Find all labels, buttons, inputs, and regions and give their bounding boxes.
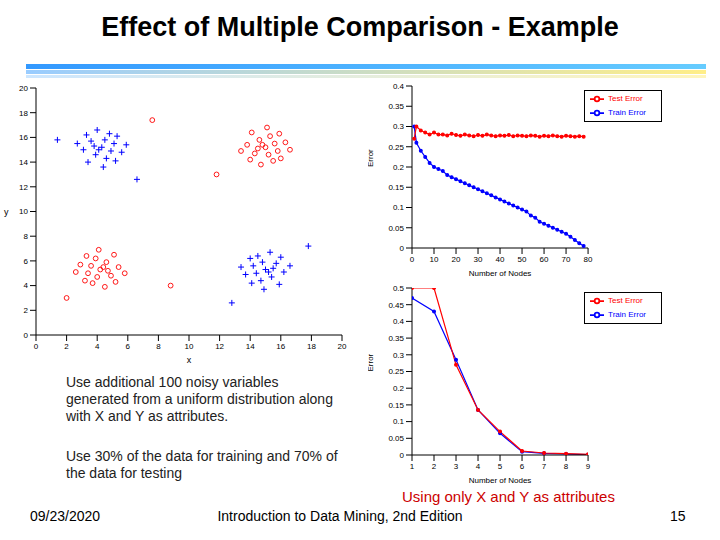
svg-text:12: 12	[215, 342, 224, 351]
svg-text:10: 10	[430, 255, 439, 264]
svg-text:2: 2	[64, 342, 69, 351]
svg-text:y: y	[8, 207, 9, 217]
svg-text:Number of Nodes: Number of Nodes	[469, 476, 532, 485]
svg-text:5: 5	[498, 462, 503, 471]
svg-text:4: 4	[476, 462, 481, 471]
svg-text:0: 0	[34, 342, 39, 351]
svg-text:20: 20	[452, 255, 461, 264]
html-text:Test Error: Test Error	[608, 296, 643, 306]
svg-text:0.35: 0.35	[388, 334, 404, 343]
svg-text:6: 6	[126, 342, 131, 351]
svg-text:14: 14	[246, 342, 255, 351]
svg-text:4: 4	[95, 342, 100, 351]
svg-text:8: 8	[24, 232, 29, 241]
svg-text:0.1: 0.1	[393, 417, 405, 426]
svg-text:4: 4	[24, 281, 29, 290]
svg-text:16: 16	[19, 133, 28, 142]
svg-text:0.2: 0.2	[393, 163, 405, 172]
html-text:Use 30% of the data for traini: Use 30% of the data for training and 70%…	[66, 448, 338, 481]
svg-text:Error: Error	[368, 149, 375, 167]
svg-text:6: 6	[24, 257, 29, 266]
svg-text:x: x	[187, 355, 192, 365]
svg-text:20: 20	[338, 342, 347, 351]
html-text:Effect of Multiple Comparison: Effect of Multiple Comparison - Example	[101, 12, 619, 42]
svg-text:12: 12	[19, 183, 28, 192]
html-text:Train Error: Train Error	[608, 310, 646, 320]
svg-text:20: 20	[19, 84, 28, 93]
svg-text:0.15: 0.15	[388, 401, 404, 410]
html-text:Train Error: Train Error	[608, 108, 646, 118]
svg-text:18: 18	[307, 342, 316, 351]
svg-text:2: 2	[432, 462, 437, 471]
html-text:Test Error: Test Error	[608, 94, 643, 104]
svg-text:8: 8	[156, 342, 161, 351]
svg-text:10: 10	[19, 207, 28, 216]
svg-text:0.25: 0.25	[388, 367, 404, 376]
svg-text:0.2: 0.2	[393, 384, 405, 393]
svg-text:0.3: 0.3	[393, 122, 405, 131]
svg-text:0.45: 0.45	[388, 301, 404, 310]
svg-text:0.25: 0.25	[388, 143, 404, 152]
svg-text:Error: Error	[368, 353, 375, 371]
svg-text:0.05: 0.05	[388, 224, 404, 233]
svg-text:0.3: 0.3	[393, 351, 405, 360]
svg-text:0.1: 0.1	[393, 203, 405, 212]
svg-text:0: 0	[400, 451, 405, 460]
svg-text:0.5: 0.5	[393, 284, 405, 293]
svg-text:8: 8	[564, 462, 569, 471]
svg-text:3: 3	[454, 462, 459, 471]
svg-text:0.4: 0.4	[393, 82, 405, 91]
svg-text:18: 18	[19, 109, 28, 118]
svg-text:6: 6	[520, 462, 525, 471]
svg-text:7: 7	[542, 462, 547, 471]
svg-text:30: 30	[474, 255, 483, 264]
svg-text:60: 60	[540, 255, 549, 264]
svg-text:0: 0	[400, 244, 405, 253]
svg-text:0: 0	[410, 255, 415, 264]
svg-text:10: 10	[185, 342, 194, 351]
html-text:15: 15	[670, 508, 686, 524]
html-text:09/23/2020: 09/23/2020	[30, 508, 101, 524]
svg-text:80: 80	[584, 255, 593, 264]
html-text:Introduction to Data Mining, 2: Introduction to Data Mining, 2nd Edition	[217, 508, 463, 524]
svg-text:1: 1	[410, 462, 415, 471]
svg-text:2: 2	[24, 306, 29, 315]
html-text:Use additional 100 noisy varia: Use additional 100 noisy variables gener…	[66, 374, 333, 424]
svg-text:0: 0	[24, 331, 29, 340]
svg-text:0.05: 0.05	[388, 434, 404, 443]
svg-text:50: 50	[518, 255, 527, 264]
svg-text:14: 14	[19, 158, 28, 167]
svg-text:0.4: 0.4	[393, 317, 405, 326]
svg-text:Number of Nodes: Number of Nodes	[469, 269, 532, 278]
svg-text:0.15: 0.15	[388, 183, 404, 192]
svg-text:9: 9	[586, 462, 591, 471]
svg-text:40: 40	[496, 255, 505, 264]
svg-text:16: 16	[276, 342, 285, 351]
svg-text:0.35: 0.35	[388, 102, 404, 111]
html-text:Using only X and Y as attribut: Using only X and Y as attributes	[402, 488, 615, 505]
svg-text:70: 70	[562, 255, 571, 264]
